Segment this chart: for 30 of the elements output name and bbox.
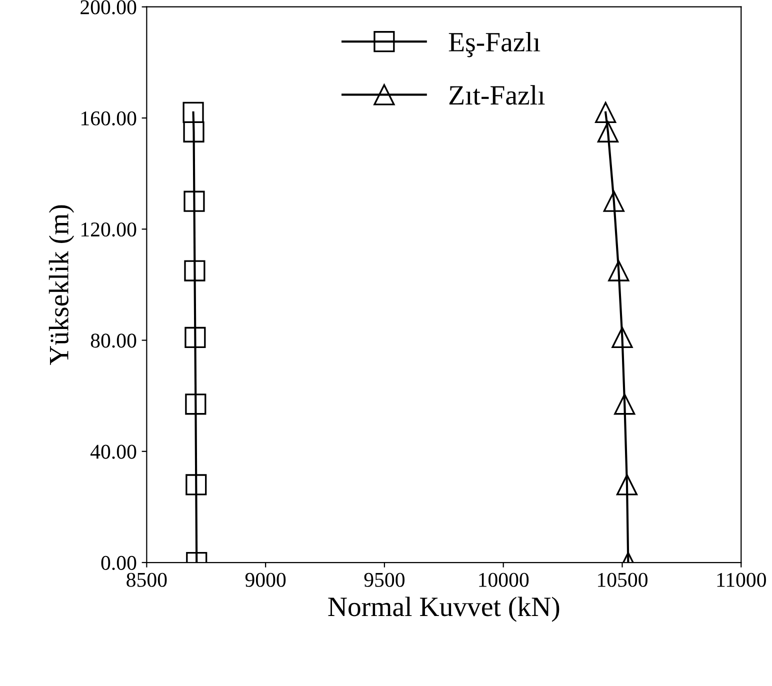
x-tick-label: 9500 [364, 572, 404, 587]
point [614, 394, 636, 415]
point [612, 326, 633, 348]
point [595, 102, 616, 123]
y-axis-title: Yükseklik (m) [48, 205, 74, 365]
x-tick-label: 11000 [717, 572, 766, 587]
x-axis-title: Normal Kuvvet (kN) [328, 596, 560, 622]
x-tick-label: 9000 [245, 572, 286, 587]
legend-label: Zıt-Fazlı [449, 85, 545, 105]
point [608, 260, 630, 282]
y-tick-label: 0.00 [101, 556, 136, 570]
point [186, 474, 207, 496]
y-tick-label: 40.00 [90, 444, 136, 459]
y-tick-label: 200.00 [80, 0, 136, 14]
point [183, 121, 204, 142]
y-tick-label: 160.00 [82, 111, 136, 126]
x-tick-label: 10500 [598, 572, 648, 587]
legend-label: Eş-Fazlı [448, 32, 540, 58]
point [597, 121, 619, 142]
y-tick-label: 120.00 [82, 222, 136, 237]
point [603, 190, 624, 212]
y-tick-label: 80.00 [90, 334, 136, 348]
point [185, 394, 206, 415]
point [184, 326, 206, 348]
point [184, 190, 205, 212]
point [616, 474, 638, 496]
point [182, 102, 204, 123]
x-tick-label: 10000 [479, 572, 529, 587]
point [184, 260, 206, 282]
x-tick-label: 8500 [126, 572, 167, 587]
